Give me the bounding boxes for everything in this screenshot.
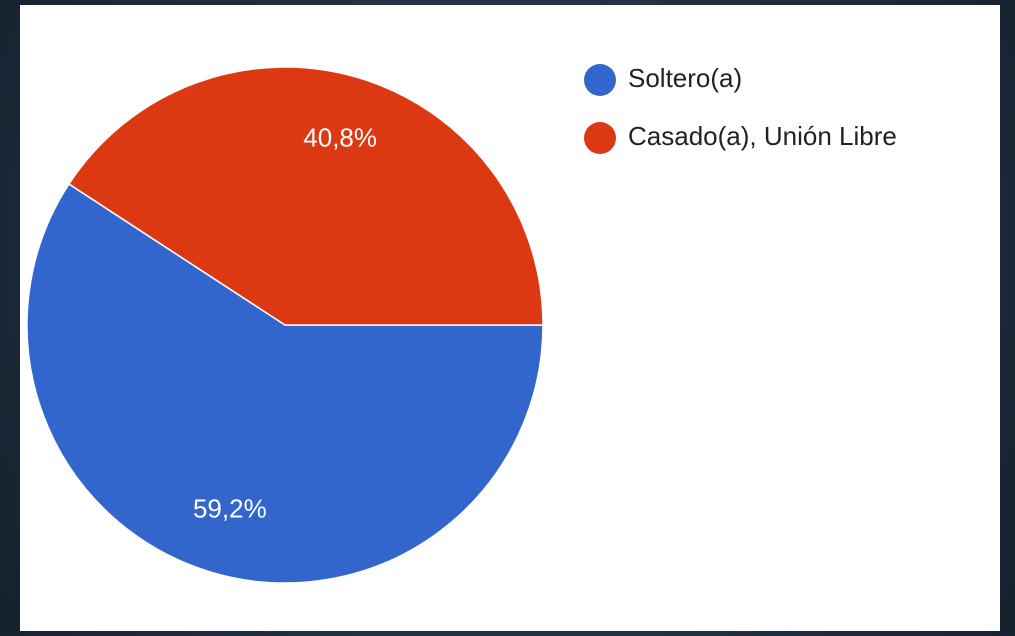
legend-label: Casado(a), Unión Libre [628,121,897,151]
pie-slice [26,182,544,584]
legend-marker [584,122,616,154]
pie-slice [67,66,544,326]
legend-label: Soltero(a) [628,63,742,93]
slice-label: 40,8% [303,122,377,152]
slice-label: 59,2% [193,493,267,523]
legend-marker [584,64,616,96]
